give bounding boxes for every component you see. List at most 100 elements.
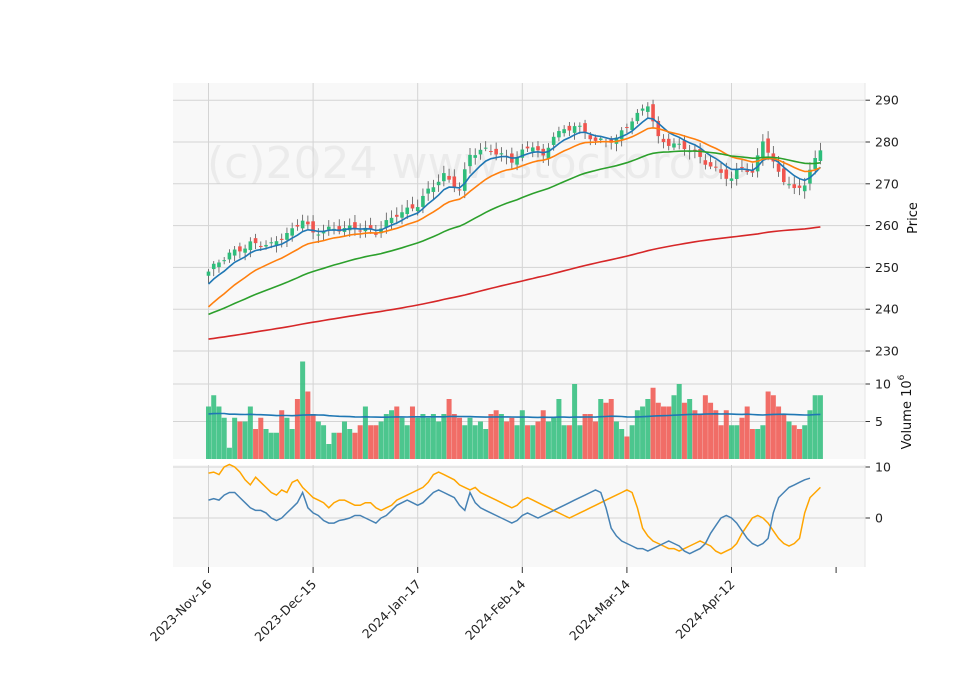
candle-body [672,143,676,148]
candle-body [468,154,472,167]
candle-body [682,140,687,150]
x-tick-label: 2024-Mar-14 [566,576,633,643]
volume-bar [613,421,619,459]
volume-bar [294,399,300,459]
candle-body [389,217,394,224]
price-tick-label: 230 [875,344,899,359]
volume-bar [457,417,463,459]
volume-bar [268,432,274,459]
candle-body [206,271,211,276]
volume-bar [472,425,478,459]
volume-bar [577,425,583,459]
candle-body [818,150,823,161]
volume-bar [357,425,363,459]
volume-bar [708,402,714,459]
candle-body [583,123,587,132]
candle-body [546,147,551,159]
candle-body [698,149,702,157]
volume-bar [561,425,567,459]
volume-bar [211,395,217,459]
price-tick-label: 290 [875,93,899,108]
volume-bar [624,436,630,459]
volume-bar [488,414,494,459]
volume-bar [702,395,708,459]
candle-body [253,238,258,244]
candle-body [708,162,713,167]
candle-body [358,230,362,232]
volume-bar [504,421,510,459]
candle-body [598,138,603,140]
candle-body [567,125,572,131]
volume-bar [347,429,353,459]
volume-bar [755,429,761,459]
volume-bar [394,406,400,459]
volume-bar [232,417,238,459]
volume-bar [681,402,687,459]
volume-bar [634,410,640,459]
candle-body [405,207,410,215]
candle-body [232,249,237,256]
volume-bar [796,429,802,459]
candle-body [750,170,755,173]
moving-average-line [208,226,821,340]
volume-bar [713,410,719,459]
macd-line [208,477,811,555]
indicator-lines [207,117,821,555]
candle-body [321,231,326,234]
candle-body [677,143,681,145]
candle-body [306,221,310,225]
candle-body [551,136,556,145]
candle-body [259,245,263,248]
candle-body [295,224,300,227]
volume-bar [739,417,745,459]
candle-body [410,204,415,209]
candle-body [761,141,765,159]
candle-body [227,252,232,260]
volume-bar [415,417,421,459]
candle-body [666,138,671,146]
volume-bar [760,425,766,459]
volume-bar [744,406,750,459]
volume-bar [519,410,525,459]
candle-body [285,233,289,240]
volume-bar [310,414,316,459]
price-tick-label: 270 [875,176,899,191]
candle-body [353,222,357,229]
macd-tick-label: 0 [875,511,883,526]
volume-bar [661,406,667,459]
volume-bar [498,414,504,459]
volume-bar [551,417,557,459]
candle-body [316,234,321,236]
candle-body [494,148,498,155]
candle-body [473,155,478,158]
candle-body [515,156,519,165]
x-tick-label: 2024-Jan-17 [359,577,424,642]
volume-bar [206,406,211,459]
volume-axis-exponent: 6 [897,374,907,380]
volume-bar [336,432,342,459]
volume-bar [389,410,395,459]
candle-body [290,228,294,236]
volume-bar [373,425,379,459]
x-tick-label: 2023-Nov-16 [147,576,215,644]
candle-body [337,226,342,232]
volume-bar [593,421,599,459]
candle-body [808,169,812,184]
volume-bar [305,391,311,459]
candle-body [646,106,650,112]
volume-bar [451,414,457,459]
volume-bar [619,429,625,459]
volume-bar [650,387,656,459]
candle-body [248,241,253,251]
volume-bar [687,399,693,459]
volume-bar [352,432,358,459]
volume-bar [692,410,698,459]
candle-body [442,173,446,182]
candle-body [462,169,467,191]
volume-bar [608,399,614,459]
volume-bar [629,425,635,459]
volume-bar [734,425,740,459]
macd-line [208,463,821,555]
candle-body [384,220,389,228]
candle-body [394,214,399,217]
